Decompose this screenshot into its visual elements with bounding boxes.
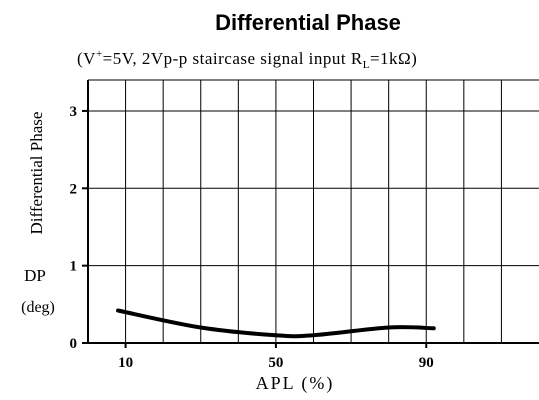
x-tick-label: 50: [268, 355, 283, 371]
y-axis-label: Differential Phase: [27, 112, 46, 235]
plot-frame: [87, 79, 539, 344]
y-tick-label: 2: [70, 181, 78, 197]
grid: [88, 80, 539, 343]
series-line: [116, 308, 436, 339]
y-tick-label: 0: [70, 336, 78, 352]
y-tick-label: 1: [70, 259, 78, 275]
x-tick-label: 10: [118, 355, 133, 371]
axis-ticks: 0 1 2 3 10 50 90: [70, 104, 434, 371]
x-tick-label: 90: [419, 355, 434, 371]
y-axis-unit: (deg): [21, 299, 55, 316]
y-tick-label: 3: [70, 104, 78, 120]
chart-subtitle: (V+=5V, 2Vp-p staircase signal input RL=…: [77, 48, 417, 71]
y-axis-symbol: DP: [24, 266, 46, 285]
chart-title: Differential Phase: [215, 10, 401, 35]
series-group: [116, 308, 436, 339]
x-axis-label: APL (%): [256, 373, 335, 394]
